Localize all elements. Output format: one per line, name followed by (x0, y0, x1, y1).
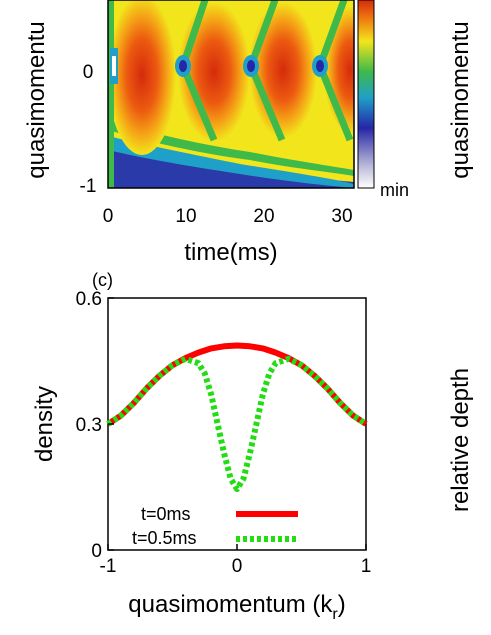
legend-label-t05: t=0.5ms (132, 528, 197, 548)
density-xlabel-main: quasimomentum (k (128, 591, 333, 618)
density-ytick-label-0: 0 (91, 541, 102, 562)
heatmap-image (108, 0, 354, 188)
colorbar-min-label: min (380, 180, 409, 200)
density-plot-frame (107, 297, 367, 551)
heatmap-panel: min 0 -1 0 10 20 30 time(ms) quasimoment… (23, 0, 409, 266)
heatmap-ytick-0: 0 (83, 62, 94, 83)
right-bottom-ylabel: relative depth (447, 368, 474, 512)
density-series-line-1 (106, 355, 368, 493)
density-legend: t=0ms t=0.5ms (132, 504, 298, 548)
legend-label-t0: t=0ms (141, 504, 191, 524)
density-panel: (c) -1 0 100.30.6 t=0ms t=0.5ms density qu… (31, 270, 371, 623)
density-xlabel-sub: r (332, 606, 338, 623)
density-series-group (106, 342, 368, 493)
density-xlabel-close: ) (338, 591, 346, 618)
heatmap-frame (107, 0, 355, 189)
density-ytick-label-1: 0.3 (76, 415, 102, 436)
heatmap-xtick-10: 10 (175, 206, 196, 227)
colorbar (357, 0, 375, 189)
heatmap-xlabel: time(ms) (184, 239, 277, 266)
density-ytick-label-2: 0.6 (76, 289, 102, 310)
density-ticks-group: -1 0 100.30.6 (76, 289, 372, 577)
heatmap-ylabel: quasimomentu (23, 21, 50, 178)
right-top-ylabel: quasimomentu (447, 21, 474, 178)
density-xtick-label-1: 0 (232, 556, 243, 577)
panel-label-c: (c) (92, 270, 113, 290)
heatmap-xtick-30: 30 (331, 206, 352, 227)
density-xlabel: quasimomentum (kr) (128, 591, 345, 623)
density-xtick-label-0: -1 (100, 556, 117, 577)
density-xtick-label-2: 1 (361, 556, 372, 577)
heatmap-xtick-20: 20 (253, 206, 274, 227)
heatmap-xtick-0: 0 (103, 206, 114, 227)
heatmap-ytick-minus1: -1 (80, 176, 97, 197)
density-ylabel: density (31, 386, 58, 462)
